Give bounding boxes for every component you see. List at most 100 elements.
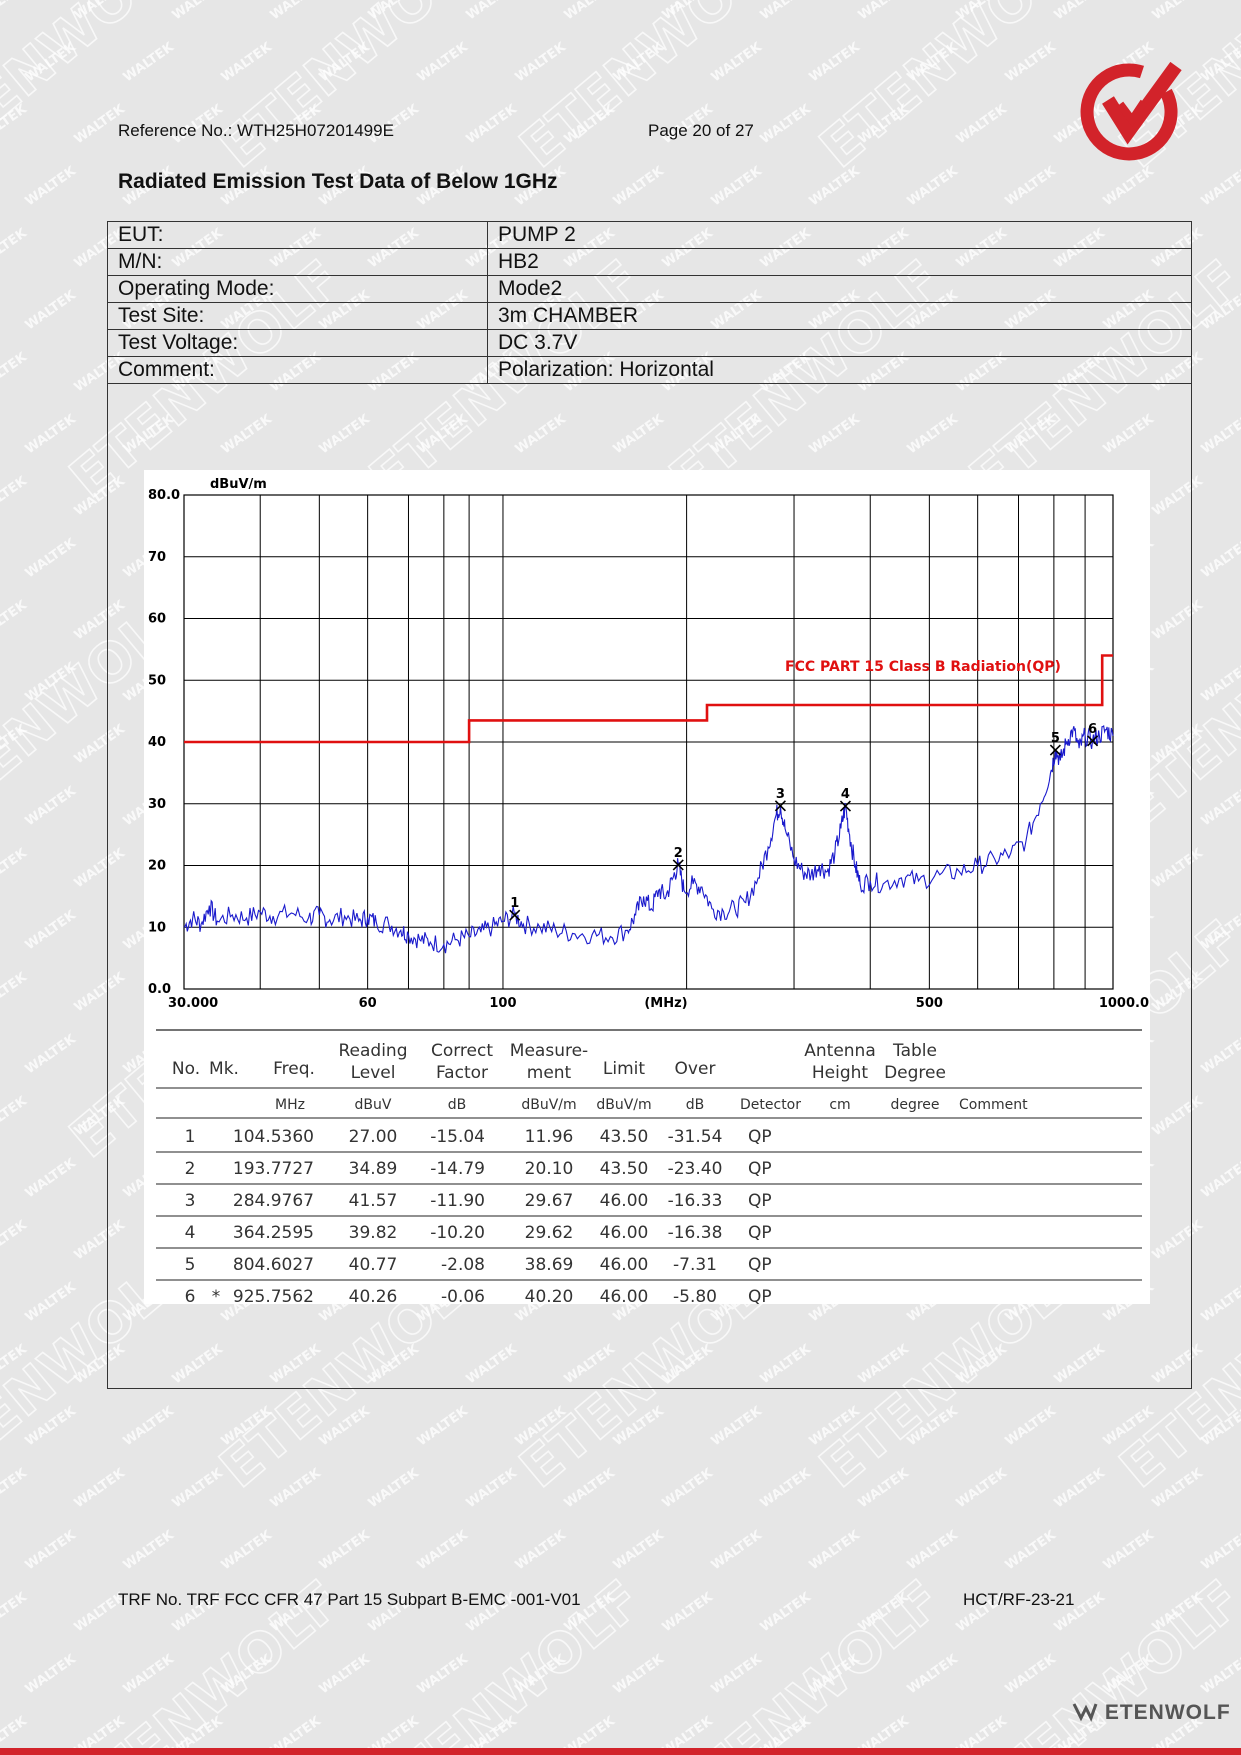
watermark-small: WALTEK (1199, 163, 1241, 209)
watermark-small: WALTEK (905, 1527, 962, 1573)
x-tick-label: 60 (359, 996, 377, 1011)
watermark-small: WALTEK (856, 0, 913, 23)
watermark-small: WALTEK (23, 659, 80, 705)
watermark-small: WALTEK (1101, 1527, 1158, 1573)
watermark-small: WALTEK (219, 1403, 276, 1449)
page-number: Page 20 of 27 (648, 121, 754, 140)
watermark-small: WALTEK (758, 1589, 815, 1635)
x-tick-label: 30.000 (168, 996, 218, 1011)
info-key: Test Voltage: (107, 329, 488, 357)
watermark-small: WALTEK (0, 1589, 30, 1635)
watermark-small: WALTEK (0, 349, 30, 395)
table-cell: -31.54 (668, 1127, 723, 1147)
watermark-small: WALTEK (660, 1589, 717, 1635)
y-tick-label: 20 (148, 859, 166, 874)
watermark-small: WALTEK (23, 411, 80, 457)
brand-name: ETENWOLF (1104, 1701, 1231, 1724)
table-cell: 46.00 (600, 1191, 649, 1211)
watermark-large: ETENWOLF (808, 0, 1103, 180)
table-cell: 364.2595 (233, 1223, 314, 1243)
table-header-line1: Reading (338, 1041, 407, 1061)
table-cell: 43.50 (600, 1159, 649, 1179)
watermark-small: WALTEK (464, 0, 521, 23)
info-key: M/N: (107, 248, 488, 276)
watermark-small: WALTEK (709, 1403, 766, 1449)
watermark-small: WALTEK (23, 1403, 80, 1449)
info-value: Polarization: Horizontal (487, 356, 1192, 384)
table-header-line2: Degree (884, 1063, 946, 1083)
marker-point: 5 (1049, 731, 1061, 756)
watermark-small: WALTEK (758, 0, 815, 23)
table-cell: 40.77 (349, 1255, 398, 1275)
watermark-small: WALTEK (1003, 1651, 1060, 1697)
info-value: 3m CHAMBER (487, 302, 1192, 330)
watermark-small: WALTEK (1199, 39, 1241, 85)
limit-line (184, 654, 1113, 744)
watermark-small: WALTEK (464, 101, 521, 147)
table-cell: 3 (185, 1191, 196, 1211)
marker-label: 6 (1088, 722, 1097, 737)
watermark-small: WALTEK (758, 1465, 815, 1511)
table-unit: dB (448, 1097, 467, 1113)
watermark-small: WALTEK (23, 1651, 80, 1697)
watermark-small: WALTEK (1199, 1403, 1241, 1449)
y-tick-label: 40 (148, 735, 166, 750)
watermark-small: WALTEK (660, 1465, 717, 1511)
table-unit: Comment (959, 1097, 1028, 1113)
watermark-small: WALTEK (611, 39, 668, 85)
table-header-line1: Antenna (804, 1041, 876, 1061)
table-header-line2: Freq. (273, 1059, 315, 1079)
table-cell: 2 (185, 1159, 196, 1179)
table-header-line2: Limit (603, 1059, 645, 1079)
watermark-small: WALTEK (23, 907, 80, 953)
watermark-small: WALTEK (268, 0, 325, 23)
watermark-small: WALTEK (121, 39, 178, 85)
watermark-small: WALTEK (121, 1527, 178, 1573)
marker-cross (672, 859, 684, 871)
y-axis-label: dBuV/m (210, 477, 267, 492)
watermark-large: ETENWOLF (508, 0, 803, 180)
watermark-small: WALTEK (709, 39, 766, 85)
info-value: PUMP 2 (487, 221, 1192, 249)
table-cell: -7.31 (673, 1255, 717, 1275)
table-unit: dBuV (355, 1097, 392, 1113)
watermark-small: WALTEK (72, 0, 129, 23)
watermark-small: WALTEK (1150, 1465, 1207, 1511)
table-cell: 11.96 (525, 1127, 574, 1147)
y-tick-label: 50 (148, 673, 166, 688)
reference-number: Reference No.: WTH25H07201499E (118, 121, 394, 140)
table-cell: 104.5360 (233, 1127, 314, 1147)
watermark-small: WALTEK (23, 1031, 80, 1077)
watermark-small: WALTEK (317, 1403, 374, 1449)
watermark-small: WALTEK (121, 1403, 178, 1449)
watermark-small: WALTEK (611, 1651, 668, 1697)
table-cell: 34.89 (349, 1159, 398, 1179)
marker-label: 3 (776, 787, 785, 802)
watermark-small: WALTEK (611, 1403, 668, 1449)
emission-trace-line (183, 725, 1114, 954)
table-unit: dBuV/m (521, 1097, 576, 1113)
watermark-small: WALTEK (513, 1403, 570, 1449)
info-value: Mode2 (487, 275, 1192, 303)
watermark-small: WALTEK (1199, 1279, 1241, 1325)
watermark-small: WALTEK (0, 225, 30, 271)
table-header-line2: No. (172, 1059, 200, 1079)
watermark-small: WALTEK (0, 473, 30, 519)
table-header-line1: Measure- (510, 1041, 588, 1061)
watermark-small: WALTEK (23, 535, 80, 581)
watermark-small: WALTEK (1003, 1403, 1060, 1449)
y-tick-label: 30 (148, 797, 166, 812)
table-cell: 27.00 (349, 1127, 398, 1147)
table-cell: 46.00 (600, 1255, 649, 1275)
table-unit: dB (686, 1097, 705, 1113)
watermark-small: WALTEK (513, 1527, 570, 1573)
watermark-small: WALTEK (905, 1403, 962, 1449)
brand-footer: ETENWOLF (1072, 1700, 1231, 1725)
watermark-small: WALTEK (1199, 411, 1241, 457)
watermark-small: WALTEK (415, 1527, 472, 1573)
table-unit: dBuV/m (596, 1097, 651, 1113)
table-cell: -2.08 (441, 1255, 485, 1275)
watermark-small: WALTEK (0, 1465, 30, 1511)
watermark-small: WALTEK (1150, 1589, 1207, 1635)
watermark-small: WALTEK (0, 969, 30, 1015)
